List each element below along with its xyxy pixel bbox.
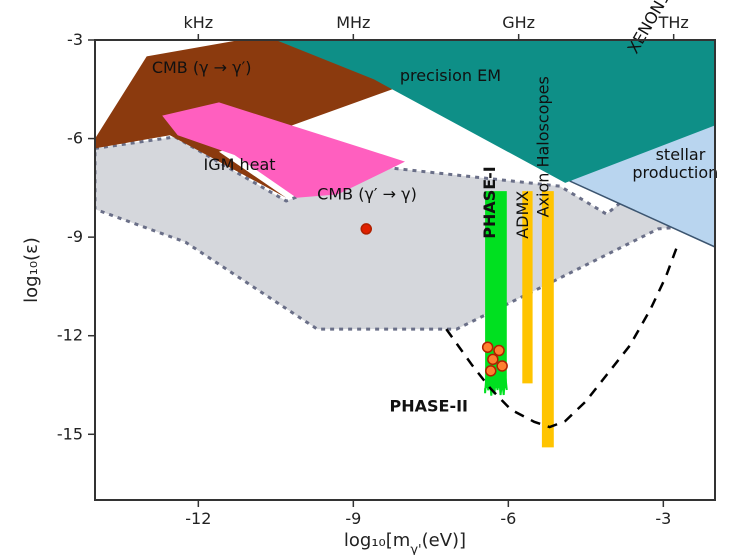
l-prec-em: precision EM — [400, 66, 501, 85]
xtick-label: -3 — [655, 509, 671, 528]
l-cmb-gp-g: CMB (γ′ → γ) — [317, 184, 417, 203]
region-axion-haloscopes — [542, 191, 554, 447]
l-stellar2: production — [632, 163, 718, 182]
xtop-label: THz — [658, 13, 689, 32]
l-phase2: PHASE-II — [390, 396, 469, 415]
l-stellar1: stellar — [656, 145, 706, 164]
axis-label: log₁₀[mγ'(eV)] — [344, 530, 466, 555]
ytick-label: -3 — [67, 30, 83, 49]
axis-label: log₁₀(ε) — [21, 237, 42, 303]
xtop-label: MHz — [336, 13, 370, 32]
xtick-label: -6 — [500, 509, 516, 528]
ytick-label: -15 — [57, 424, 83, 443]
exclusion-plot: CMB (γ → γ′) IGM heat CMB (γ′ → γ) precisio… — [0, 0, 740, 555]
vl-phase1: PHASE-I — [480, 166, 499, 239]
marker-2 — [494, 346, 504, 356]
xtick-label: -9 — [345, 509, 361, 528]
xtop-label: kHz — [183, 13, 213, 32]
l-igm: IGM heat — [204, 155, 276, 174]
marker-0 — [361, 224, 371, 234]
marker-5 — [486, 366, 496, 376]
vl-admx: ADMX — [513, 191, 532, 239]
marker-4 — [497, 361, 507, 371]
xtick-label: -12 — [185, 509, 211, 528]
l-cmb-g-gp: CMB (γ → γ′) — [152, 58, 252, 77]
vl-axion: Axion Haloscopes — [534, 76, 553, 217]
ytick-label: -6 — [67, 129, 83, 148]
marker-1 — [483, 342, 493, 352]
marker-3 — [488, 354, 498, 364]
xtop-label: GHz — [502, 13, 535, 32]
ytick-label: -12 — [57, 326, 83, 345]
ytick-label: -9 — [67, 227, 83, 246]
